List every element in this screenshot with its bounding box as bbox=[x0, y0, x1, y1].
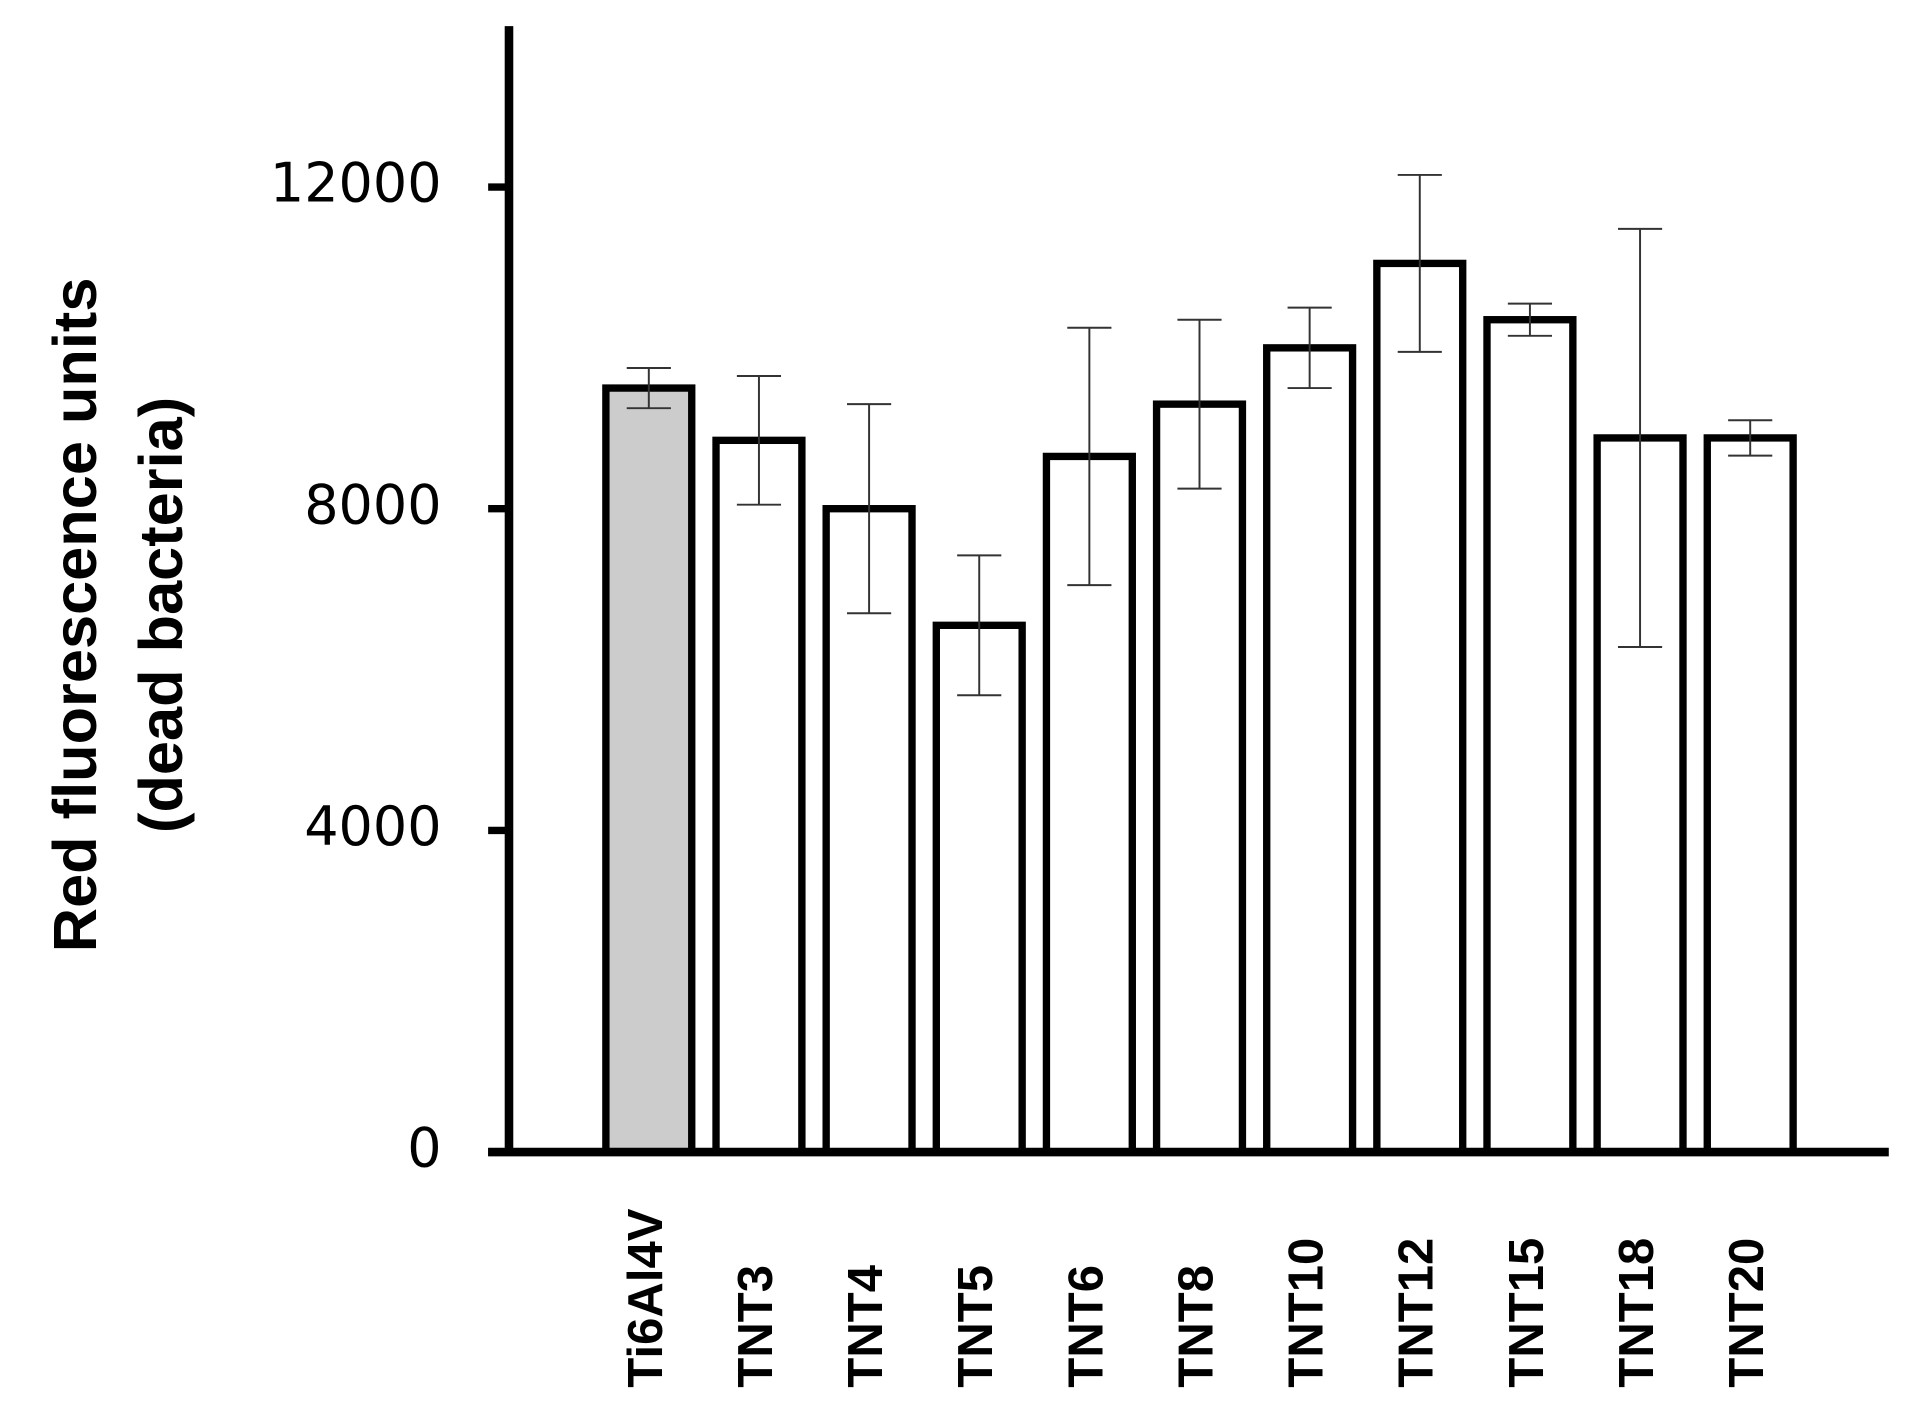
y-axis-title-line: Red fluorescence units bbox=[40, 278, 109, 953]
bar bbox=[1263, 344, 1357, 1156]
x-tick-label: TNT6 bbox=[1059, 1265, 1113, 1388]
error-bar bbox=[1177, 318, 1222, 490]
y-axis-title-line: (dead bacteria) bbox=[126, 397, 195, 833]
bar bbox=[1703, 434, 1797, 1156]
y-tick-label: 0 bbox=[407, 1117, 441, 1180]
error-bar bbox=[1728, 419, 1773, 457]
error-bar bbox=[847, 403, 892, 615]
bar bbox=[712, 436, 806, 1156]
bar bbox=[1152, 400, 1247, 1156]
x-tick-label: TNT3 bbox=[729, 1265, 783, 1388]
bar bbox=[1483, 316, 1577, 1156]
x-tick-label: TNT10 bbox=[1280, 1238, 1334, 1388]
y-tick-label: 4000 bbox=[304, 795, 441, 858]
error-bar bbox=[957, 554, 1002, 697]
error-bar bbox=[1397, 173, 1442, 353]
x-tick-label: TNT12 bbox=[1390, 1238, 1444, 1388]
x-tick-label: TNT8 bbox=[1169, 1265, 1223, 1388]
x-tick-label: Ti6Al4V bbox=[619, 1208, 673, 1387]
y-tick-label: 12000 bbox=[270, 152, 442, 215]
bar bbox=[1373, 259, 1467, 1156]
y-tick-label: 8000 bbox=[304, 473, 441, 536]
x-tick-label: TNT5 bbox=[949, 1265, 1003, 1388]
x-tick-label: TNT15 bbox=[1500, 1238, 1554, 1388]
y-axis-title: Red fluorescence units (dead bacteria) bbox=[40, 278, 195, 953]
error-bar bbox=[736, 375, 782, 506]
x-tick-label: TNT18 bbox=[1610, 1238, 1664, 1388]
bar bbox=[602, 384, 696, 1156]
error-bar bbox=[1287, 306, 1332, 390]
error-bar bbox=[1507, 302, 1552, 337]
bar bbox=[932, 621, 1026, 1156]
error-bar bbox=[626, 366, 671, 410]
x-tick-label: TNT4 bbox=[839, 1264, 893, 1387]
x-tick-label: TNT20 bbox=[1720, 1238, 1774, 1388]
error-bar bbox=[1617, 227, 1663, 649]
error-bar bbox=[1067, 326, 1112, 587]
